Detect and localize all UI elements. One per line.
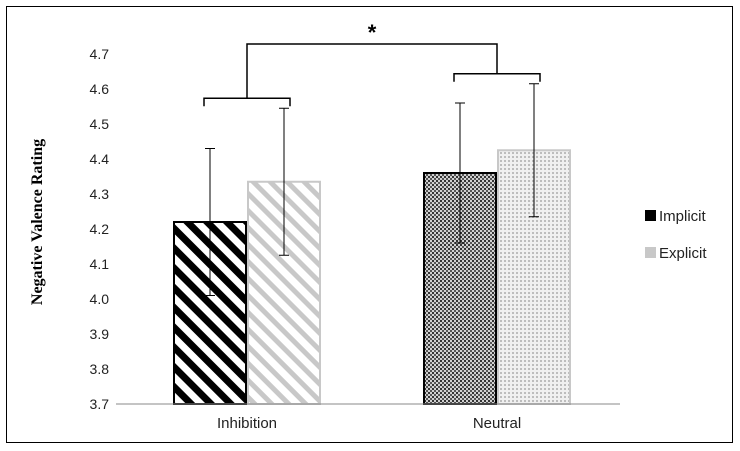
legend: Implicit Explicit	[645, 208, 707, 262]
error-bars	[205, 83, 539, 296]
legend-swatch-implicit	[645, 210, 656, 221]
y-tick-label: 4.2	[90, 221, 110, 237]
legend-label-explicit: Explicit	[659, 245, 707, 262]
chart-frame	[6, 6, 733, 443]
comparison-bracket	[246, 43, 498, 99]
y-tick-label: 4.6	[90, 81, 110, 97]
y-tick-label: 4.4	[90, 151, 110, 167]
y-tick-label: 4.1	[90, 256, 110, 272]
y-axis-ticks: 3.7 3.8 3.9 4.0 4.1 4.2 4.3 4.4 4.5 4.6 4.7	[90, 46, 110, 412]
y-axis-label: Negative Valence Rating	[29, 139, 46, 305]
y-tick-label: 4.3	[90, 186, 110, 202]
x-tick-label: Neutral	[473, 415, 521, 432]
y-tick-label: 4.7	[90, 46, 110, 62]
x-axis-ticks: Inhibition Neutral	[217, 415, 521, 432]
y-tick-label: 3.8	[90, 361, 110, 377]
significance-star: *	[368, 20, 377, 45]
y-tick-label: 3.7	[90, 396, 110, 412]
legend-swatch-explicit	[645, 247, 656, 258]
y-tick-label: 4.5	[90, 116, 110, 132]
bar-neutral-implicit	[423, 172, 497, 405]
bars	[173, 149, 571, 405]
group-bracket	[453, 73, 541, 82]
x-tick-label: Inhibition	[217, 415, 277, 432]
y-tick-label: 3.9	[90, 326, 110, 342]
group-bracket	[203, 97, 291, 107]
y-tick-label: 4.0	[90, 291, 110, 307]
legend-label-implicit: Implicit	[659, 208, 707, 225]
significance-brackets: *	[203, 20, 541, 107]
